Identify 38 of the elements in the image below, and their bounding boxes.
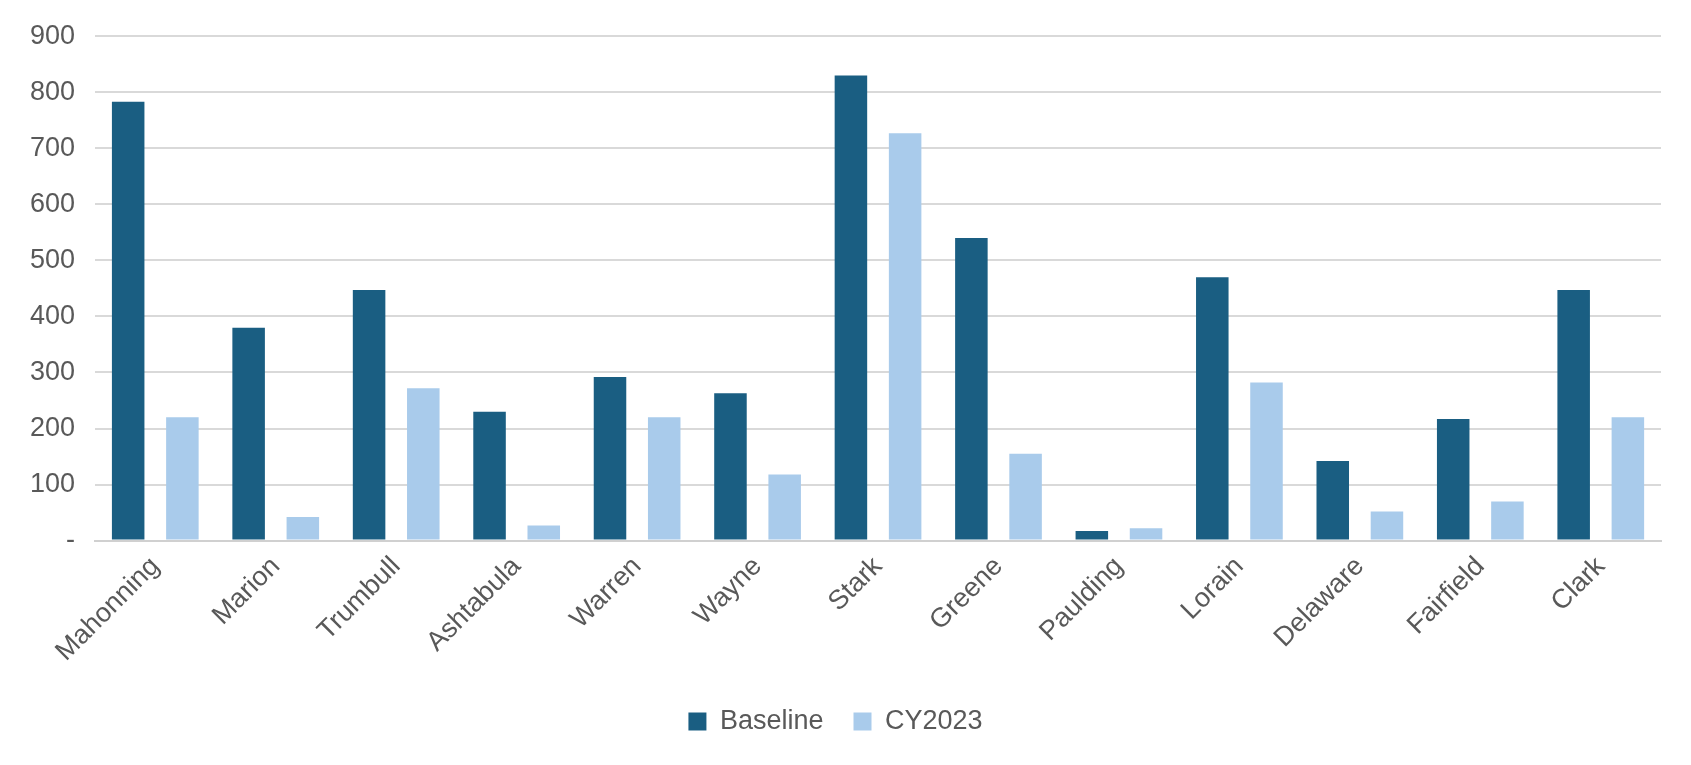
bar: [1075, 531, 1109, 540]
bar: [1557, 290, 1590, 540]
bar: [527, 525, 561, 540]
y-tick-label: 700: [29, 131, 76, 162]
bar: [593, 376, 627, 540]
bar: [1316, 461, 1350, 540]
y-tick-label: 400: [29, 299, 76, 330]
bar: [714, 393, 747, 540]
bar: [1491, 501, 1524, 540]
bar: [647, 417, 681, 540]
bar: [473, 411, 506, 540]
y-tick-label: 600: [29, 187, 76, 218]
bar: [1009, 453, 1042, 540]
y-tick-label: 900: [29, 19, 76, 50]
y-tick-label: 800: [29, 75, 76, 106]
bar: [888, 133, 922, 540]
bar: [1250, 382, 1283, 540]
y-tick-label: -: [66, 524, 76, 555]
bar: [1436, 419, 1470, 540]
bar: [1196, 277, 1229, 540]
bar: [1611, 417, 1645, 540]
bar: [352, 290, 386, 540]
bar: [768, 474, 801, 540]
bar: [232, 327, 265, 540]
bar: [1129, 528, 1163, 540]
bar: [1370, 511, 1404, 540]
bar: [407, 388, 440, 540]
y-tick-label: 200: [29, 411, 76, 442]
bar: [955, 237, 988, 540]
bar: [111, 101, 145, 540]
y-tick-label: 300: [29, 355, 76, 386]
legend-label: CY2023: [885, 704, 983, 735]
legend-label: Baseline: [719, 704, 824, 735]
y-tick-label: 100: [29, 468, 76, 499]
bar: [834, 75, 868, 540]
bar: [166, 417, 199, 540]
bar: [286, 517, 320, 540]
y-tick-label: 500: [29, 243, 76, 274]
